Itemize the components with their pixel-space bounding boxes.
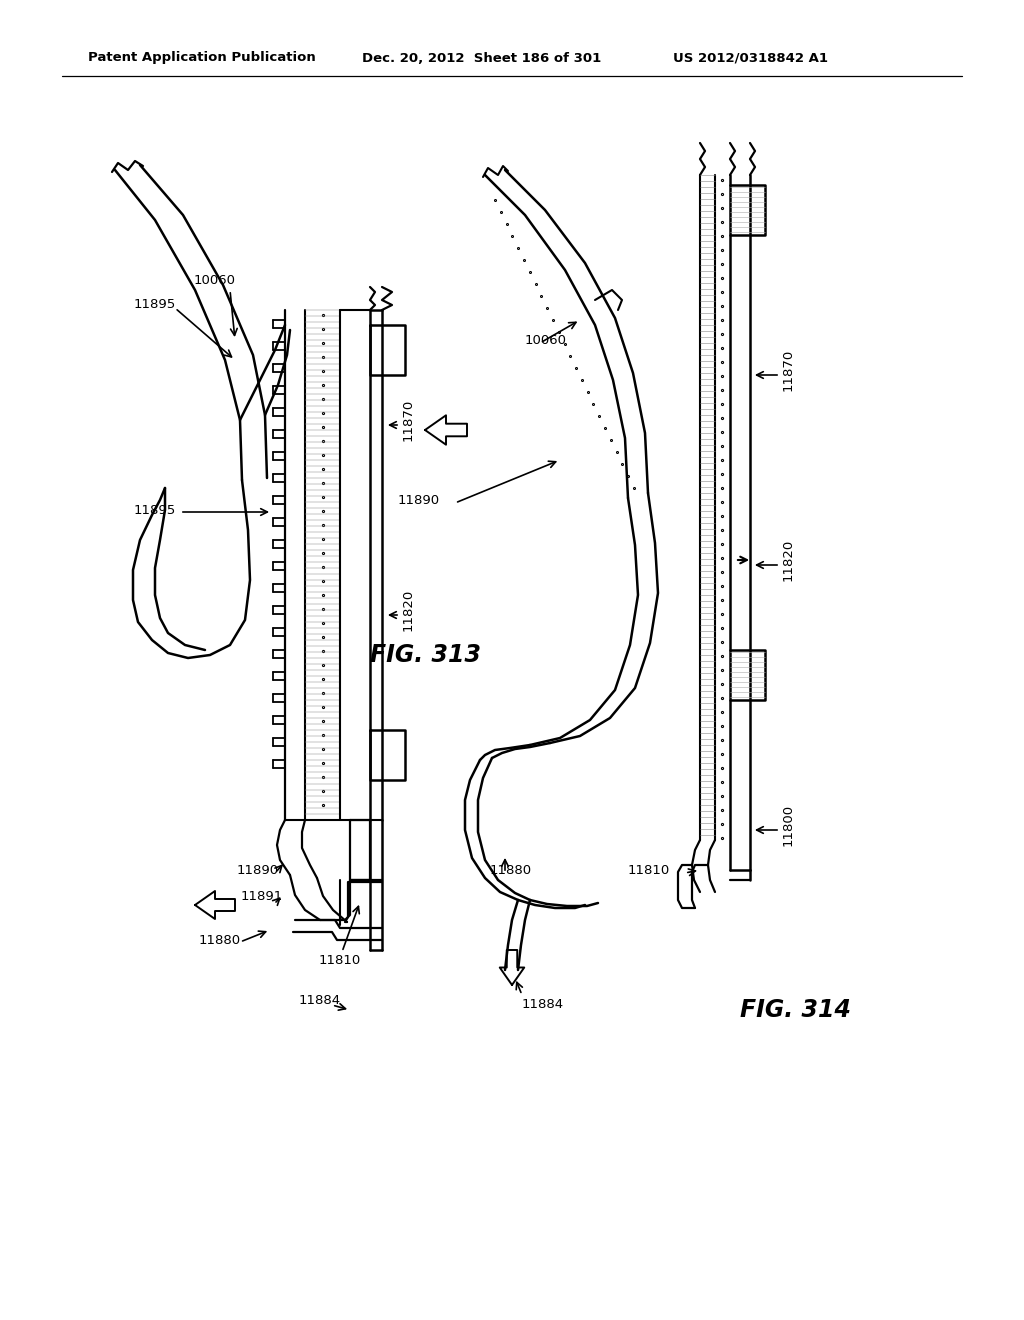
Text: 11810: 11810	[628, 863, 670, 876]
Text: 11800: 11800	[781, 804, 795, 846]
Text: FIG. 314: FIG. 314	[740, 998, 851, 1022]
Text: 11884: 11884	[522, 998, 564, 1011]
Text: US 2012/0318842 A1: US 2012/0318842 A1	[673, 51, 828, 65]
Text: 11890: 11890	[398, 494, 440, 507]
Text: 11820: 11820	[401, 589, 415, 631]
Text: 11880: 11880	[199, 933, 241, 946]
Text: 11880: 11880	[490, 863, 532, 876]
Text: 11891: 11891	[241, 891, 283, 903]
Text: FIG. 313: FIG. 313	[370, 643, 481, 667]
Text: 11884: 11884	[299, 994, 341, 1006]
Text: Patent Application Publication: Patent Application Publication	[88, 51, 315, 65]
Text: 11870: 11870	[781, 348, 795, 391]
Text: Dec. 20, 2012  Sheet 186 of 301: Dec. 20, 2012 Sheet 186 of 301	[362, 51, 601, 65]
Text: 10060: 10060	[194, 273, 236, 286]
Text: 10060: 10060	[525, 334, 567, 346]
Text: 11895: 11895	[134, 298, 176, 312]
Text: 11820: 11820	[781, 539, 795, 581]
Text: 11895: 11895	[134, 503, 176, 516]
Text: 11890: 11890	[237, 863, 280, 876]
Text: 11810: 11810	[318, 953, 361, 966]
Text: 11870: 11870	[401, 399, 415, 441]
